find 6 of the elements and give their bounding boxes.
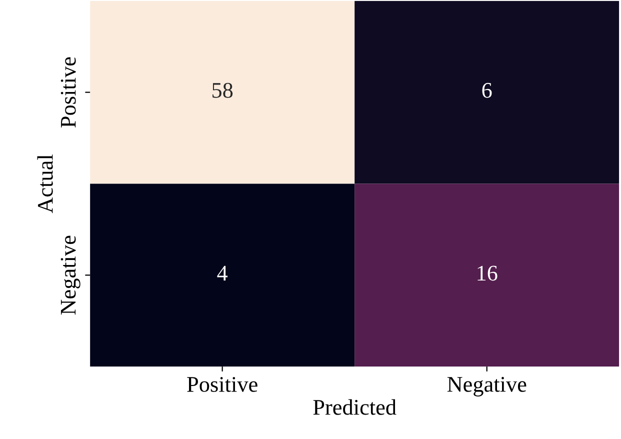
data-label: 58 — [212, 82, 233, 98]
y-axis-title: Actual — [37, 154, 53, 214]
data-label: 6 — [482, 82, 492, 98]
data-label: 4 — [217, 266, 228, 280]
x-axis-title: Predicted — [313, 399, 396, 415]
data-label: 16 — [478, 266, 498, 281]
